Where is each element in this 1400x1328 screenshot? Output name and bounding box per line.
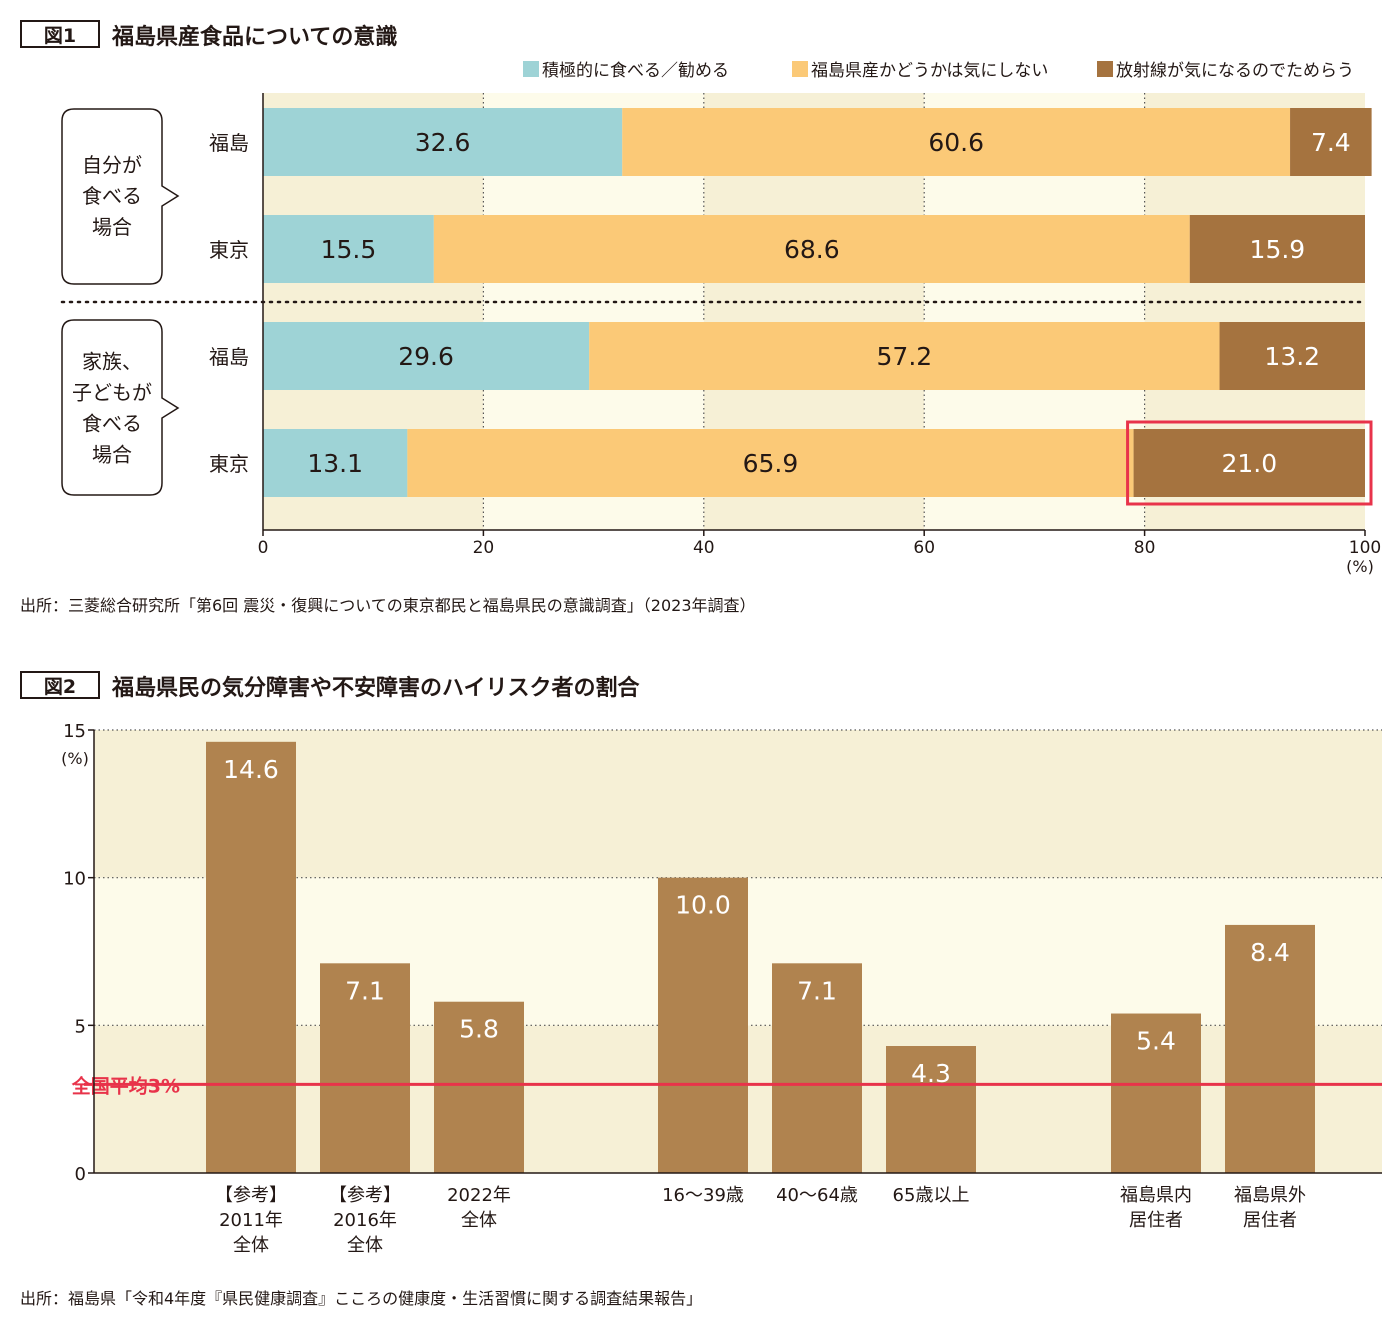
data-label: 60.6: [928, 128, 984, 157]
reference-label: 全国平均3%: [71, 1074, 180, 1097]
bar-segment: [263, 429, 408, 497]
legend-label: 放射線が気になるのでためらう: [1116, 61, 1354, 81]
bar: [658, 877, 748, 1173]
group-label: 家族、子どもが食べる場合: [72, 350, 152, 467]
data-label: 7.4: [1311, 128, 1351, 157]
x-category-label: 16〜39歳: [662, 1185, 744, 1206]
x-unit-label: (%): [1346, 557, 1374, 576]
x-category-label: 福島県外居住者: [1234, 1185, 1306, 1231]
legend-swatch: [1097, 61, 1113, 77]
y-tick-label: 0: [75, 1164, 86, 1185]
highlight-box: [1126, 420, 1373, 506]
data-label: 65.9: [743, 449, 799, 478]
data-label: 21.0: [1221, 449, 1277, 478]
bar-segment: [1189, 215, 1365, 283]
figure2-label: 図2: [20, 671, 100, 699]
x-tick-label: 80: [1134, 538, 1156, 558]
figure1-chart: 積極的に食べる／勧める 福島県産かどうかは気にしない 放射線が気になるのでためらう 3…: [60, 61, 1381, 576]
bar-segment: [1290, 108, 1372, 176]
x-category-label: 2022年全体: [447, 1185, 511, 1231]
bar: [772, 963, 862, 1173]
figure1-title: 福島県産食品についての意識: [112, 25, 398, 50]
data-label: 68.6: [784, 235, 840, 264]
figure2-title: 福島県民の気分障害や不安障害のハイリスク者の割合: [112, 676, 640, 701]
bar-segment: [589, 322, 1220, 390]
bar-segment: [263, 108, 623, 176]
x-category-label: 福島県内居住者: [1120, 1185, 1192, 1231]
legend-swatch: [792, 61, 808, 77]
bar: [320, 963, 410, 1173]
row-label: 東京: [209, 238, 249, 262]
x-tick-label: 0: [258, 538, 269, 558]
figure2-chart: 14.67.15.810.07.14.35.48.4全国平均3%051015(%…: [61, 721, 1382, 1256]
bar-segment: [433, 215, 1190, 283]
bar-segment: [1133, 429, 1365, 497]
data-label: 15.9: [1250, 235, 1306, 264]
figure2-source: 出所：福島県「令和4年度『県民健康調査』こころの健康度・生活習慣に関する調査結果…: [20, 1289, 703, 1308]
bar: [206, 741, 296, 1173]
x-category-label: 【参考】 2011年全体: [215, 1185, 287, 1256]
group-bubble: [61, 108, 180, 285]
bar-segment: [263, 215, 434, 283]
legend-label: 積極的に食べる／勧める: [542, 61, 729, 81]
data-label: 13.2: [1264, 342, 1320, 371]
data-label: 57.2: [877, 342, 933, 371]
x-tick-label: 40: [693, 538, 715, 558]
row-label: 福島: [209, 345, 249, 369]
x-tick-label: 20: [473, 538, 495, 558]
data-label: 13.1: [307, 449, 363, 478]
data-label: 5.8: [459, 1015, 499, 1044]
x-category-label: 65歳以上: [893, 1185, 970, 1206]
figure1-label: 図1: [20, 20, 100, 48]
bar-segment: [407, 429, 1134, 497]
bar-segment: [1219, 322, 1365, 390]
legend-label: 福島県産かどうかは気にしない: [811, 61, 1048, 81]
x-tick-label: 60: [913, 538, 935, 558]
data-label: 7.1: [345, 976, 385, 1005]
data-label: 7.1: [797, 976, 837, 1005]
data-label: 14.6: [223, 755, 279, 784]
plot-band: [94, 730, 1382, 878]
bar: [1111, 1013, 1201, 1173]
data-label: 8.4: [1250, 938, 1290, 967]
y-unit-label: (%): [61, 749, 89, 768]
group-bubble: [61, 319, 180, 496]
x-tick-label: 100: [1349, 538, 1381, 558]
row-label: 東京: [209, 452, 249, 476]
legend-swatch: [523, 61, 539, 77]
data-label: 32.6: [415, 128, 471, 157]
x-category-label: 【参考】 2016年全体: [329, 1185, 401, 1256]
bar: [1225, 924, 1315, 1173]
y-tick-label: 15: [63, 721, 86, 742]
y-tick-label: 10: [63, 869, 86, 890]
bar: [886, 1046, 976, 1173]
bar-segment: [263, 322, 590, 390]
x-category-label: 40〜64歳: [776, 1185, 858, 1206]
bar-segment: [622, 108, 1291, 176]
row-label: 福島: [209, 131, 249, 155]
data-label: 5.4: [1136, 1027, 1176, 1056]
data-label: 15.5: [321, 235, 377, 264]
bar: [434, 1001, 524, 1173]
data-label: 29.6: [398, 342, 454, 371]
data-label: 10.0: [675, 891, 731, 920]
figure1-source: 出所：三菱総合研究所「第6回 震災・復興についての東京都民と福島県民の意識調査」…: [20, 596, 756, 615]
y-tick-label: 5: [75, 1016, 86, 1037]
group-label: 自分が食べる場合: [82, 153, 142, 239]
